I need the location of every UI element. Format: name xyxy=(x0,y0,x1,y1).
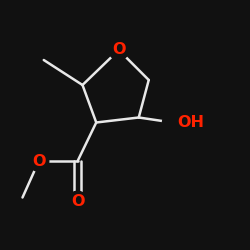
Circle shape xyxy=(109,40,129,60)
Circle shape xyxy=(68,191,87,211)
Text: O: O xyxy=(32,154,46,169)
Text: O: O xyxy=(112,42,126,58)
Text: O: O xyxy=(71,194,84,209)
Circle shape xyxy=(29,151,49,171)
Text: OH: OH xyxy=(177,115,204,130)
Circle shape xyxy=(162,112,182,132)
